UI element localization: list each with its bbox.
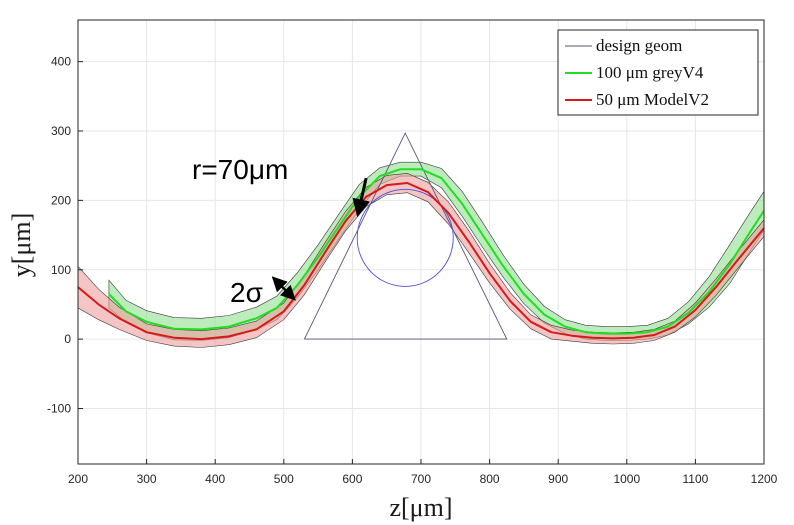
x-tick-label: 1200: [751, 472, 778, 486]
legend-entry-1: 100 μm greyV4: [596, 63, 704, 82]
annotation-radius-label: r=70μm: [192, 154, 288, 185]
x-tick-label: 300: [137, 472, 157, 486]
x-axis-ticks: 200 300 400 500 600 700 800 900 1000 1100 1200: [68, 459, 778, 486]
annotation-sigma-arrow: [271, 276, 296, 301]
y-tick-label: 0: [64, 332, 71, 346]
series-line-2: [77, 182, 765, 341]
series-lines: [77, 168, 765, 341]
y-tick-label: -100: [47, 402, 71, 416]
x-tick-label: 1100: [682, 472, 708, 486]
legend: design geom 100 μm greyV4 50 μm ModelV2: [557, 29, 759, 116]
y-tick-label: 100: [51, 263, 71, 277]
x-tick-label: 800: [480, 472, 500, 486]
x-tick-label: 200: [68, 472, 88, 486]
x-axis-label: z[μm]: [389, 493, 452, 522]
annotation-radius-arrow: [352, 177, 370, 218]
x-tick-label: 500: [274, 472, 294, 486]
annotation-sigma-label: 2σ: [230, 277, 263, 308]
x-tick-label: 400: [205, 472, 225, 486]
y-axis-label: y[μm]: [7, 213, 36, 277]
y-tick-label: 200: [51, 193, 71, 207]
legend-entry-2: 50 μm ModelV2: [596, 90, 709, 109]
y-tick-label: 300: [51, 124, 71, 138]
design-triangle: [303, 132, 508, 340]
series-line-1: [108, 168, 765, 335]
design-geometry: [303, 132, 508, 340]
x-tick-label: 900: [548, 472, 568, 486]
design-circle: [356, 188, 454, 287]
x-tick-label: 600: [342, 472, 362, 486]
annotations: r=70μm 2σ: [192, 154, 370, 308]
legend-entry-0: design geom: [596, 36, 682, 55]
x-tick-label: 700: [411, 472, 431, 486]
y-tick-label: 400: [51, 55, 71, 69]
y-axis-ticks: -100 0 100 200 300 400: [47, 55, 83, 416]
x-tick-label: 1000: [613, 472, 640, 486]
